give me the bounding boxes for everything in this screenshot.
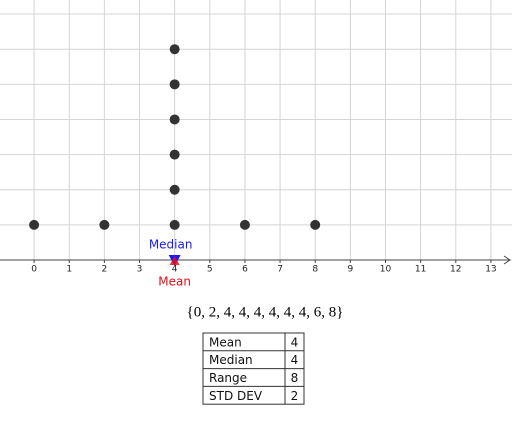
set-label: {0, 2, 4, 4, 4, 4, 4, 4, 6, 8} [187,304,344,320]
x-tick-label: 1 [66,265,72,275]
mean-marker [169,256,180,265]
dot [169,114,180,125]
x-tick-label: 3 [137,265,143,275]
x-tick-label: 9 [347,265,353,275]
table-value: 4 [291,353,299,367]
dot [310,219,321,230]
table-label: STD DEV [209,389,263,403]
x-tick-label: 5 [207,265,213,275]
x-tick-label: 11 [415,265,426,275]
mean-label: Mean [158,275,191,289]
table-label: Median [209,353,253,367]
x-tick-label: 0 [31,265,37,275]
table-value: 4 [291,335,299,349]
dot [29,219,40,230]
dot [169,44,180,55]
x-tick-label: 12 [450,265,461,275]
dot [169,184,180,195]
x-tick-label: 8 [312,265,318,275]
x-tick-label: 6 [242,265,248,275]
x-tick-label: 10 [380,265,392,275]
x-tick-label: 7 [277,265,283,275]
table-label: Range [209,371,247,385]
table-value: 8 [291,371,299,385]
dot [169,219,180,230]
axis-arrow [503,255,511,265]
dot [99,219,110,230]
dot [169,149,180,160]
dot [239,219,250,230]
median-label: Median [149,238,193,252]
x-tick-label: 13 [485,265,496,275]
dot [169,79,180,90]
x-tick-label: 2 [102,265,108,275]
x-tick-label: 4 [172,265,178,275]
table-value: 2 [291,389,299,403]
table-label: Mean [209,335,242,349]
